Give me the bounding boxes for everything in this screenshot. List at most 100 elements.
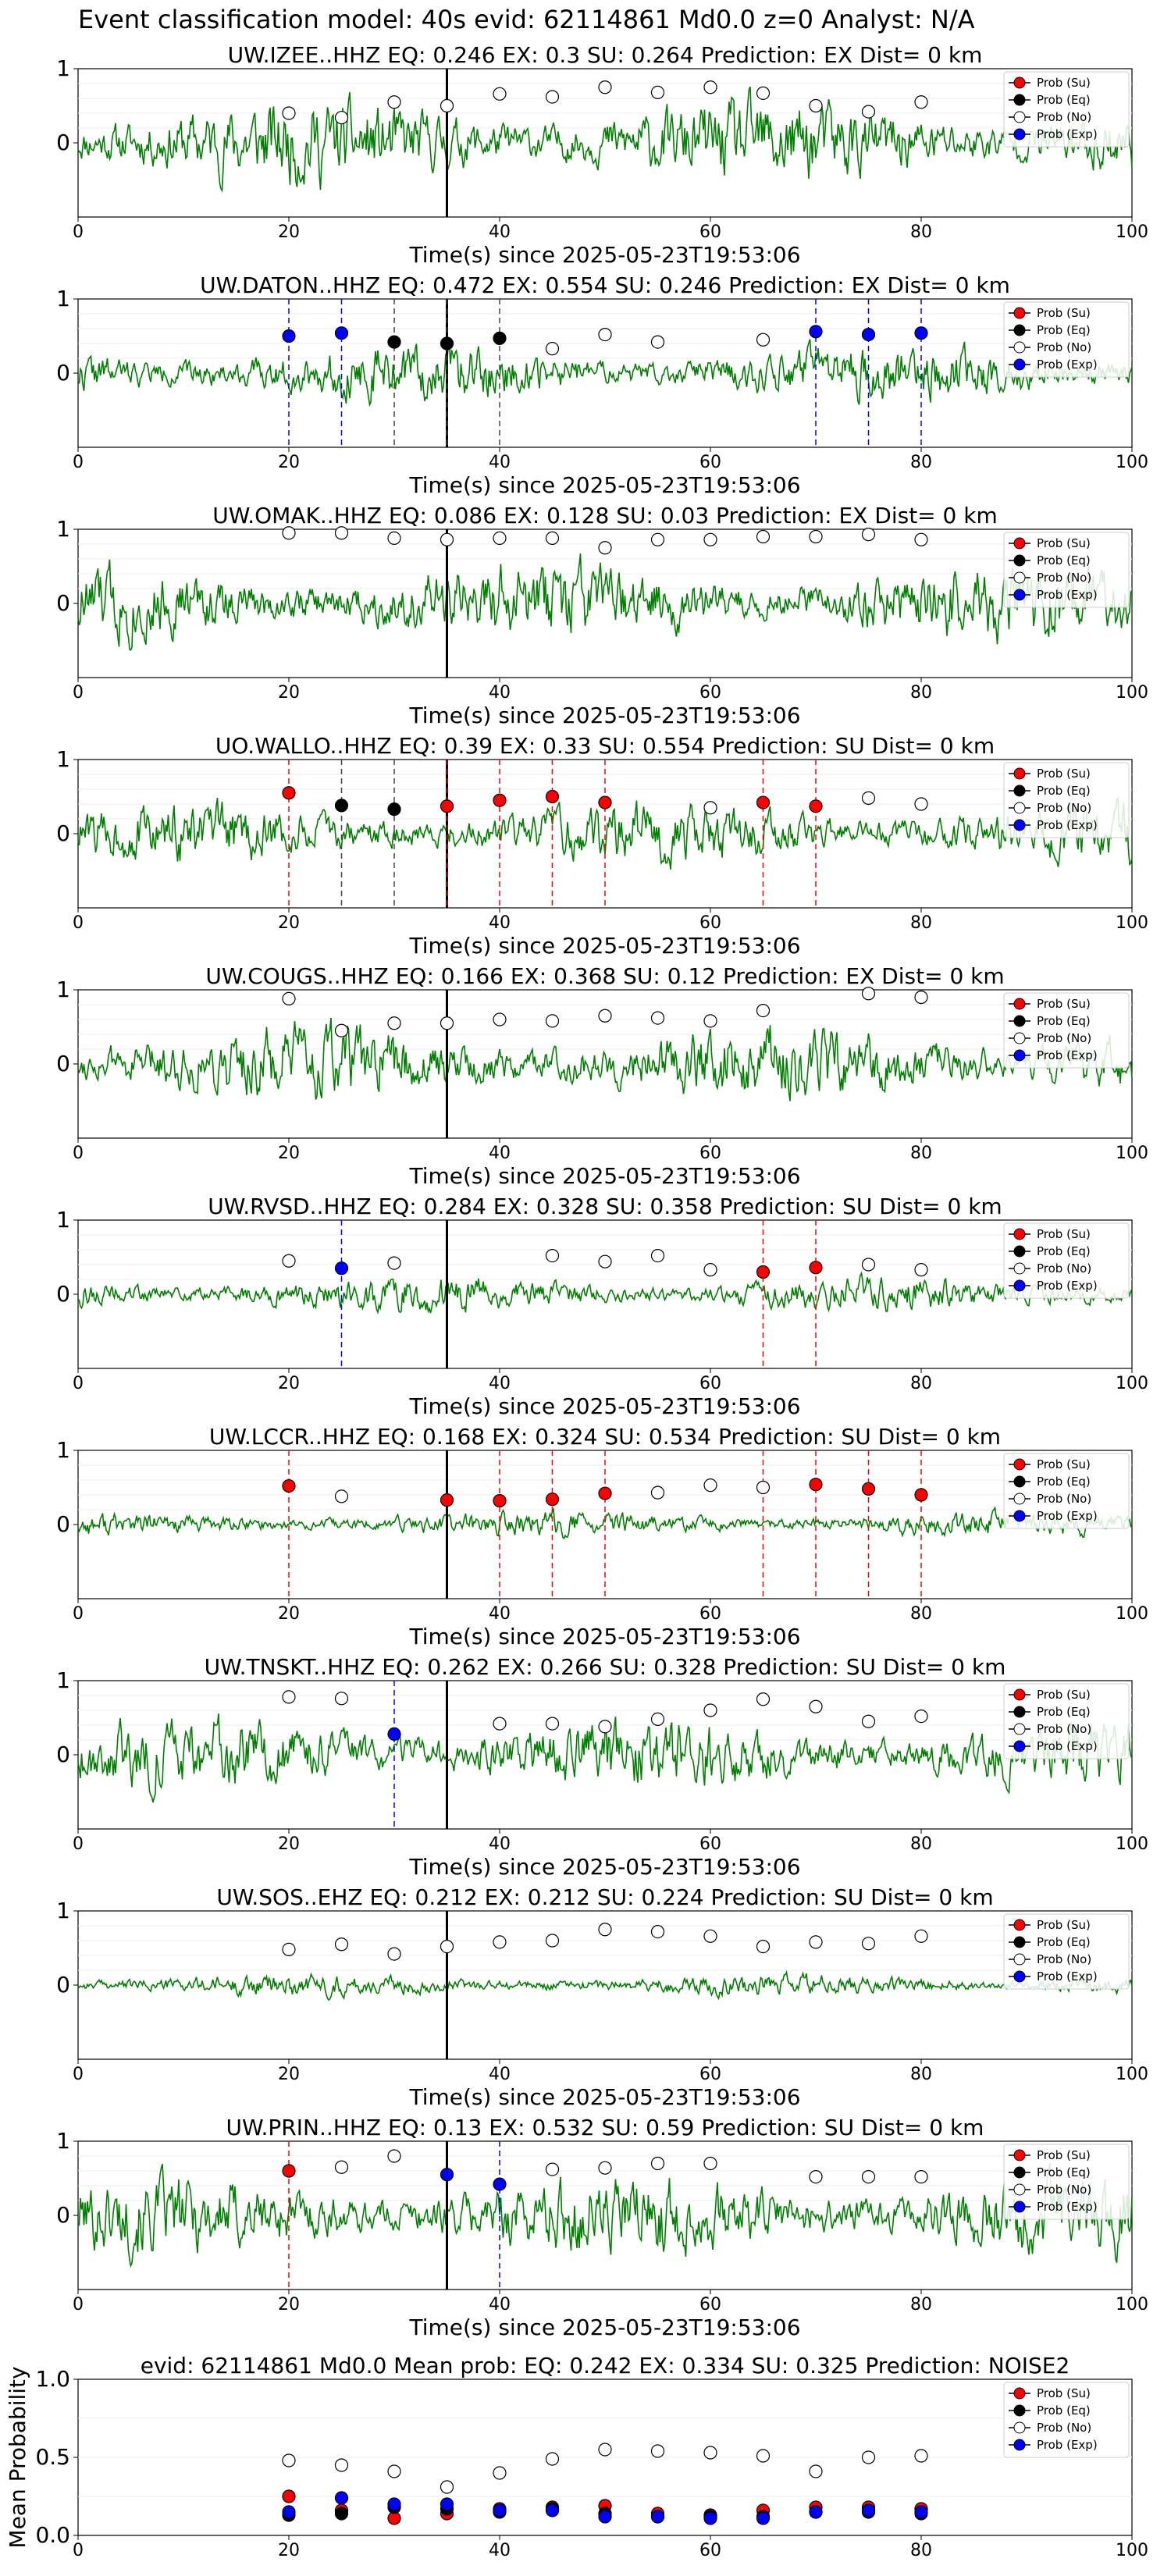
prob-marker (545, 1717, 560, 1731)
legend-label: Prob (Exp) (1037, 127, 1098, 141)
legend-label: Prob (Exp) (1037, 1279, 1098, 1293)
prob-marker (387, 1727, 401, 1741)
prob-marker (387, 1947, 401, 1961)
mean-prob-marker (650, 2510, 665, 2524)
mean-prob-marker (440, 2480, 454, 2494)
legend-marker (1013, 1706, 1026, 1718)
prob-marker (756, 1003, 771, 1018)
prob-marker (650, 335, 665, 349)
prob-marker (334, 1937, 349, 1952)
prob-marker (650, 532, 665, 546)
prob-marker (282, 786, 296, 800)
legend-label: Prob (No) (1037, 340, 1091, 354)
prob-marker (914, 95, 928, 109)
legend-marker (1013, 2387, 1026, 2400)
prob-marker (545, 1493, 560, 1507)
mean-prob-marker (914, 2505, 928, 2519)
legend-frame (1003, 992, 1130, 1069)
x-tick-label: 20 (278, 2295, 300, 2314)
legend-marker (1013, 111, 1026, 123)
legend-label: Prob (Exp) (1037, 358, 1098, 372)
legend-marker (1013, 1723, 1026, 1735)
legend: Prob (Su) Prob (Eq) Prob (No) Prob (Exp) (1003, 532, 1130, 608)
y-tick-label: 1 (56, 1437, 70, 1463)
mean-prob-marker (545, 2452, 560, 2466)
mean-prob-marker (703, 2446, 717, 2460)
prob-marker (334, 111, 349, 125)
prob-marker (282, 1690, 296, 1704)
x-tick-label: 80 (910, 683, 932, 703)
prob-marker (545, 1014, 560, 1028)
legend: Prob (Su) Prob (Eq) Prob (No) Prob (Exp) (1003, 1913, 1130, 1990)
prob-marker (598, 80, 612, 94)
prob-marker (756, 86, 771, 100)
legend-frame (1003, 1453, 1130, 1529)
x-tick-label: 80 (910, 453, 932, 472)
legend-label: Prob (No) (1037, 571, 1091, 585)
legend-marker (1013, 1740, 1026, 1752)
prob-marker (493, 331, 507, 345)
prob-marker (493, 1012, 507, 1026)
prob-marker (914, 1929, 928, 1943)
x-tick-label: 100 (1116, 1144, 1148, 1163)
prob-marker (914, 990, 928, 1005)
x-tick-label: 80 (910, 1144, 932, 1163)
panel-9: UW.SOS..EHZ EQ: 0.212 EX: 0.212 SU: 0.22… (56, 1884, 1148, 2110)
waveform-trace (77, 339, 1133, 407)
legend-marker (1013, 2201, 1026, 2213)
prob-marker (861, 1482, 876, 1496)
legend-label: Prob (Eq) (1037, 2165, 1091, 2179)
legend-frame (1003, 71, 1130, 148)
prob-marker (493, 1717, 507, 1731)
legend-label: Prob (Exp) (1037, 818, 1098, 832)
legend: Prob (Su) Prob (Eq) Prob (No) Prob (Exp) (1003, 2382, 1130, 2458)
legend-label: Prob (No) (1037, 2421, 1091, 2435)
x-tick-label: 60 (699, 2541, 721, 2560)
y-tick-label: 1 (56, 977, 70, 1002)
legend-marker (1013, 2421, 1026, 2434)
legend: Prob (Su) Prob (Eq) Prob (No) Prob (Exp) (1003, 2144, 1130, 2220)
panel-6: UW.RVSD..HHZ EQ: 0.284 EX: 0.328 SU: 0.3… (56, 1194, 1148, 1419)
legend: Prob (Su) Prob (Eq) Prob (No) Prob (Exp) (1003, 301, 1130, 378)
mean-prob-marker (756, 2449, 771, 2463)
prob-marker (756, 333, 771, 347)
x-tick-label: 60 (699, 2295, 721, 2314)
mean-prob-marker (861, 2503, 876, 2517)
panel-title: evid: 62114861 Md0.0 Mean prob: EQ: 0.24… (141, 2353, 1070, 2379)
legend-label: Prob (No) (1037, 2183, 1091, 2197)
waveform-trace (77, 553, 1133, 651)
legend-marker (1013, 94, 1026, 106)
y-tick-label: 1 (56, 1898, 70, 1923)
legend: Prob (Su) Prob (Eq) Prob (No) Prob (Exp) (1003, 1453, 1130, 1529)
waveform-trace (77, 86, 1133, 193)
prob-marker (809, 1261, 823, 1275)
panel-3: UW.OMAK..HHZ EQ: 0.086 EX: 0.128 SU: 0.0… (56, 503, 1148, 728)
y-tick-label: 1.0 (35, 2366, 70, 2392)
y-tick-label: 1 (56, 1667, 70, 1693)
legend-label: Prob (Su) (1037, 76, 1091, 90)
prob-marker (598, 1720, 612, 1734)
x-tick-label: 60 (699, 2065, 721, 2084)
prob-marker (650, 1011, 665, 1025)
panel-title: UW.RVSD..HHZ EQ: 0.284 EX: 0.328 SU: 0.3… (208, 1194, 1002, 1219)
prob-marker (440, 1940, 454, 1954)
figure-title: Event classification model: 40s evid: 62… (78, 5, 975, 34)
legend-marker (1013, 1953, 1026, 1966)
x-tick-label: 0 (73, 913, 84, 933)
prob-marker (703, 1014, 717, 1028)
mean-prob-marker (334, 2507, 349, 2521)
legend-marker (1013, 802, 1026, 814)
legend-frame (1003, 762, 1130, 838)
x-tick-label: 80 (910, 222, 932, 242)
prob-marker (861, 1714, 876, 1728)
panel-title: UW.TNSKT..HHZ EQ: 0.262 EX: 0.266 SU: 0.… (205, 1654, 1006, 1680)
legend-label: Prob (Su) (1037, 536, 1091, 550)
mean-prob-marker (282, 2505, 296, 2519)
x-tick-label: 20 (278, 1144, 300, 1163)
legend-label: Prob (No) (1037, 1261, 1091, 1276)
prob-marker (598, 1486, 612, 1500)
mean-prob-marker (756, 2511, 771, 2525)
x-tick-label: 20 (278, 2541, 300, 2560)
legend-label: Prob (Su) (1037, 1227, 1091, 1241)
x-tick-label: 0 (73, 1834, 84, 1854)
